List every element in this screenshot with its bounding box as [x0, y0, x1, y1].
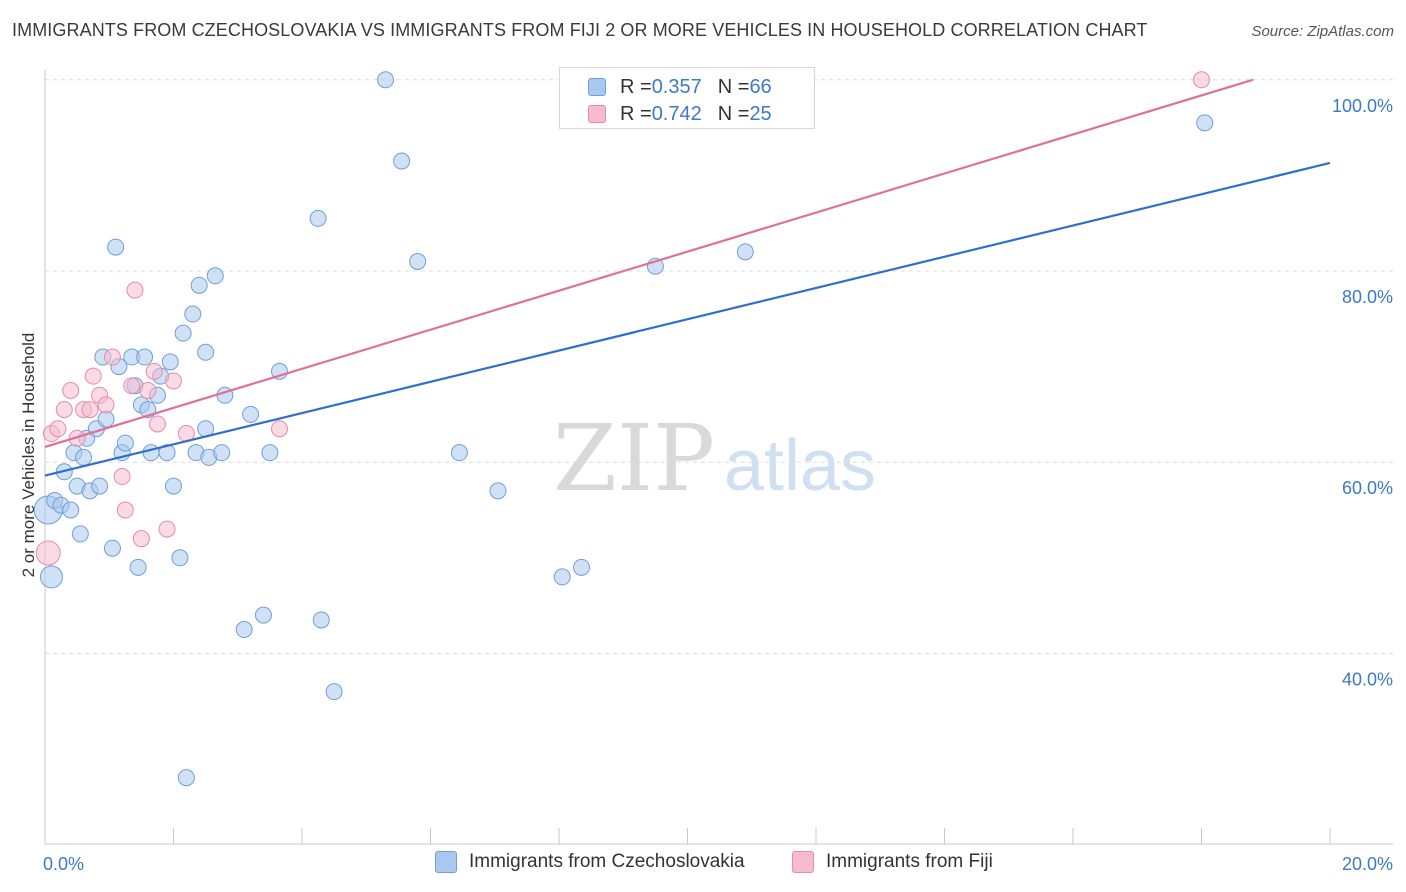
bottom-legend-swatch-pink — [792, 851, 814, 873]
y-tick-label: 100.0% — [1332, 96, 1393, 116]
point-czechoslovakia — [190, 276, 208, 294]
point-fiji — [123, 377, 141, 395]
point-czechoslovakia — [71, 525, 89, 543]
legend-r-value: 0.357 — [651, 75, 702, 98]
point-czechoslovakia — [158, 444, 176, 462]
point-czechoslovakia — [177, 769, 195, 787]
point-czechoslovakia — [377, 71, 395, 89]
point-fiji — [97, 396, 115, 414]
correlation-legend: R = 0.357 N = 66 R = 0.742 N = 25 — [559, 67, 815, 129]
point-fiji — [35, 540, 61, 566]
legend-n-value: 66 — [749, 75, 772, 98]
point-fiji — [1193, 71, 1210, 89]
trendline-czechoslovakia — [44, 161, 1331, 477]
point-czechoslovakia — [75, 448, 93, 466]
chart-title: IMMIGRANTS FROM CZECHOSLOVAKIA VS IMMIGR… — [12, 20, 1148, 40]
point-czechoslovakia — [450, 444, 468, 462]
chart-source: Source: ZipAtlas.com — [1251, 23, 1394, 40]
point-czechoslovakia — [142, 444, 160, 462]
point-czechoslovakia — [393, 152, 411, 170]
point-czechoslovakia — [174, 324, 192, 342]
point-czechoslovakia — [242, 405, 260, 423]
point-czechoslovakia — [184, 305, 202, 323]
point-czechoslovakia — [312, 611, 330, 629]
point-czechoslovakia — [409, 252, 427, 270]
point-czechoslovakia — [736, 243, 754, 261]
point-czechoslovakia — [261, 444, 279, 462]
point-fiji — [158, 520, 176, 538]
watermark: ZIP atlas — [553, 405, 876, 512]
point-czechoslovakia — [165, 477, 182, 495]
point-czechoslovakia — [572, 558, 590, 576]
point-czechoslovakia — [325, 683, 343, 701]
legend-r-value: 0.742 — [651, 102, 702, 125]
point-czechoslovakia — [213, 444, 231, 462]
point-fiji — [84, 367, 102, 385]
bottom-legend-swatch-blue — [435, 851, 457, 873]
point-czechoslovakia — [197, 343, 215, 361]
point-czechoslovakia — [553, 568, 571, 586]
point-czechoslovakia — [206, 267, 224, 285]
point-czechoslovakia — [129, 558, 147, 576]
point-fiji — [62, 382, 80, 399]
y-tick-label: 60.0% — [1342, 478, 1393, 498]
point-czechoslovakia — [1196, 114, 1214, 132]
y-tick-label: 40.0% — [1342, 669, 1393, 689]
legend-r-label: R = — [620, 75, 652, 98]
point-czechoslovakia — [91, 477, 109, 495]
legend-swatch-pink — [588, 105, 606, 123]
point-fiji — [116, 501, 134, 519]
legend-n-value: 25 — [749, 102, 772, 125]
legend-n-label: N = — [717, 75, 750, 98]
watermark-zip-text: ZIP — [553, 405, 715, 512]
point-czechoslovakia — [136, 348, 154, 366]
points-layer — [33, 71, 1214, 787]
point-czechoslovakia — [489, 482, 507, 500]
point-fiji — [165, 372, 182, 390]
point-czechoslovakia — [107, 238, 125, 256]
legend-row-czechoslovakia: R = 0.357 N = 66 — [588, 75, 772, 99]
grid-layer — [45, 79, 1393, 654]
legend-n-label: N = — [717, 102, 750, 125]
point-czechoslovakia — [97, 410, 115, 428]
trendline-fiji — [44, 78, 1254, 448]
legend-swatch-blue — [588, 78, 606, 96]
point-fiji — [68, 429, 86, 447]
point-fiji — [271, 420, 289, 438]
bottom-legend-label-czechoslovakia: Immigrants from Czechoslovakia — [469, 851, 745, 872]
y-tick-label: 80.0% — [1342, 287, 1393, 307]
point-fiji — [148, 415, 166, 433]
point-fiji — [139, 382, 157, 399]
point-fiji — [103, 348, 121, 366]
point-fiji — [49, 420, 67, 438]
point-fiji — [126, 281, 144, 299]
watermark-atlas-text: atlas — [724, 426, 876, 506]
legend-row-fiji: R = 0.742 N = 25 — [588, 102, 772, 126]
point-fiji — [81, 401, 99, 419]
point-czechoslovakia — [116, 434, 134, 452]
point-czechoslovakia — [39, 565, 63, 589]
point-fiji — [113, 468, 131, 486]
axis-layer: 40.0% 60.0% 80.0% 100.0% — [44, 70, 1393, 845]
x-tick-label-min: 0.0% — [43, 854, 84, 874]
point-czechoslovakia — [254, 606, 272, 624]
bottom-legend-fiji: Immigrants from Fiji — [792, 851, 993, 873]
y-axis-label: 2 or more Vehicles in Household — [19, 333, 38, 578]
bottom-legend-label-fiji: Immigrants from Fiji — [826, 851, 993, 872]
point-czechoslovakia — [103, 539, 121, 557]
point-fiji — [145, 362, 163, 380]
point-czechoslovakia — [235, 621, 253, 638]
x-tick-label-max: 20.0% — [1342, 854, 1393, 874]
bottom-legend-czechoslovakia: Immigrants from Czechoslovakia — [435, 851, 745, 873]
point-czechoslovakia — [161, 353, 179, 371]
point-czechoslovakia — [171, 549, 189, 567]
point-czechoslovakia — [309, 209, 327, 227]
legend-r-label: R = — [620, 102, 652, 125]
trend-layer — [44, 78, 1331, 477]
point-fiji — [55, 401, 73, 419]
point-czechoslovakia — [62, 501, 80, 519]
point-fiji — [132, 530, 150, 548]
